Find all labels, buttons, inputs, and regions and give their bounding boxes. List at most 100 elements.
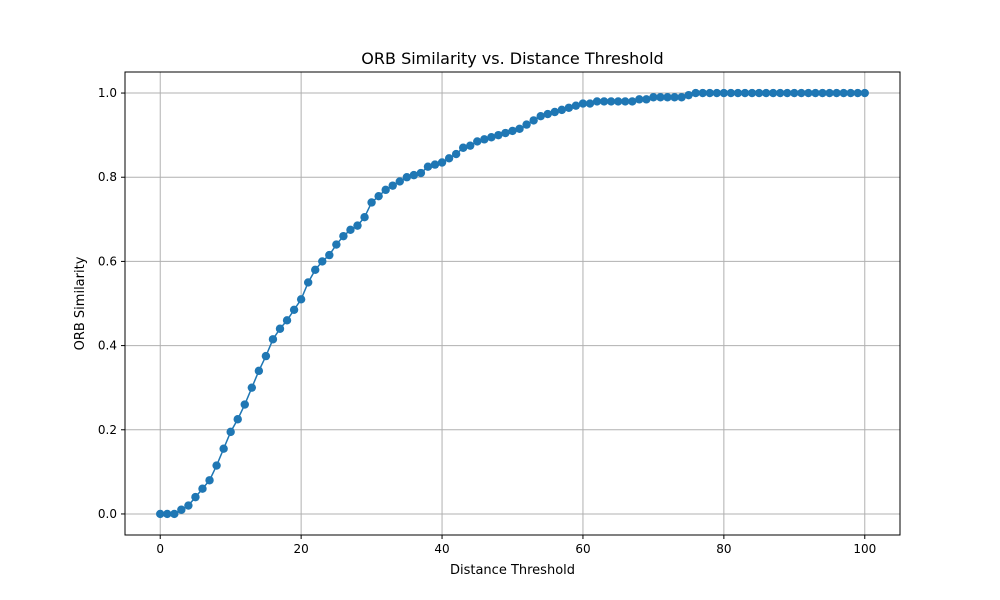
data-point: [529, 116, 538, 125]
data-point: [268, 335, 278, 344]
data-point: [494, 130, 503, 140]
data-point: [705, 88, 714, 98]
data-point: [550, 107, 559, 117]
data-point: [501, 128, 510, 138]
data-point: [846, 88, 855, 98]
data-point: [184, 501, 193, 510]
data-point: [557, 105, 567, 115]
data-point: [592, 97, 602, 106]
data-point: [768, 88, 778, 98]
data-point: [170, 509, 179, 519]
data-point: [783, 88, 792, 98]
data-point: [325, 250, 334, 260]
data-point: [684, 90, 693, 100]
data-point: [423, 162, 433, 171]
series-line: [160, 92, 865, 515]
x-tick-label: 100: [853, 542, 876, 556]
plot-frame: [124, 71, 901, 536]
data-point: [156, 509, 165, 519]
data-point: [663, 93, 672, 102]
data-point: [832, 88, 841, 98]
data-point: [698, 88, 707, 98]
data-point: [740, 88, 750, 98]
series-orb-similarity: [156, 88, 869, 519]
data-point: [402, 173, 412, 182]
data-point: [191, 492, 200, 502]
data-point: [585, 99, 595, 108]
data-point: [395, 177, 404, 186]
data-point: [254, 366, 264, 376]
chart-title: ORB Similarity vs. Distance Threshold: [361, 49, 663, 68]
data-point: [296, 295, 306, 304]
data-point: [543, 109, 552, 119]
data-point: [621, 97, 630, 106]
data-point: [726, 88, 736, 98]
data-point: [754, 88, 764, 98]
data-point: [670, 93, 679, 102]
data-point: [374, 191, 383, 201]
data-point: [212, 461, 221, 470]
data-point: [198, 484, 207, 493]
data-point: [564, 103, 574, 112]
data-point: [790, 88, 799, 98]
y-tick-label: 0.0: [98, 507, 117, 521]
data-point: [599, 97, 609, 106]
x-tick-label: 40: [434, 542, 449, 556]
data-point: [240, 400, 249, 409]
y-tick-label: 0.4: [98, 339, 117, 353]
data-point: [261, 351, 271, 361]
data-point: [360, 213, 369, 222]
data-point: [818, 88, 827, 98]
data-point: [458, 143, 468, 152]
data-point: [282, 316, 292, 325]
x-tick-label: 0: [156, 542, 164, 556]
data-point: [656, 93, 665, 102]
data-point: [691, 88, 700, 98]
data-point: [430, 160, 440, 169]
data-point: [776, 88, 785, 98]
data-point: [409, 170, 419, 180]
x-tick-label: 60: [575, 542, 590, 556]
data-point: [515, 124, 524, 134]
data-point: [733, 88, 743, 98]
data-point: [311, 265, 320, 275]
data-point: [747, 88, 757, 98]
data-point: [628, 97, 637, 106]
data-point: [536, 112, 545, 121]
data-point: [473, 137, 482, 146]
data-point: [177, 505, 186, 514]
data-point: [649, 93, 658, 102]
data-point: [853, 88, 862, 98]
data-point: [318, 257, 327, 266]
data-point: [226, 427, 235, 437]
data-point: [381, 185, 390, 195]
y-tick-label: 0.8: [98, 170, 117, 184]
data-point: [613, 97, 623, 106]
axis-ticks: 0 20 40 60 80 100 0.0 0.2 0.4 0.6 0.8 1.0: [98, 86, 876, 556]
data-point: [839, 88, 848, 98]
data-point: [606, 97, 616, 106]
data-point: [205, 476, 214, 485]
x-axis-label: Distance Threshold: [450, 563, 575, 578]
data-point: [466, 141, 475, 150]
data-point: [508, 126, 517, 136]
data-point: [367, 198, 376, 207]
data-point: [437, 158, 447, 167]
data-point: [811, 88, 820, 98]
y-tick-label: 0.2: [98, 423, 117, 437]
data-point: [416, 168, 426, 178]
data-point: [571, 101, 581, 110]
x-tick-label: 20: [293, 542, 308, 556]
data-point: [451, 149, 461, 159]
data-point: [712, 88, 722, 98]
data-point: [797, 88, 806, 98]
y-tick-label: 1.0: [98, 86, 117, 100]
data-point: [578, 99, 588, 108]
data-point: [219, 444, 228, 453]
data-point: [289, 305, 299, 315]
data-point: [719, 88, 729, 98]
data-point: [635, 95, 644, 104]
data-point: [163, 509, 172, 519]
